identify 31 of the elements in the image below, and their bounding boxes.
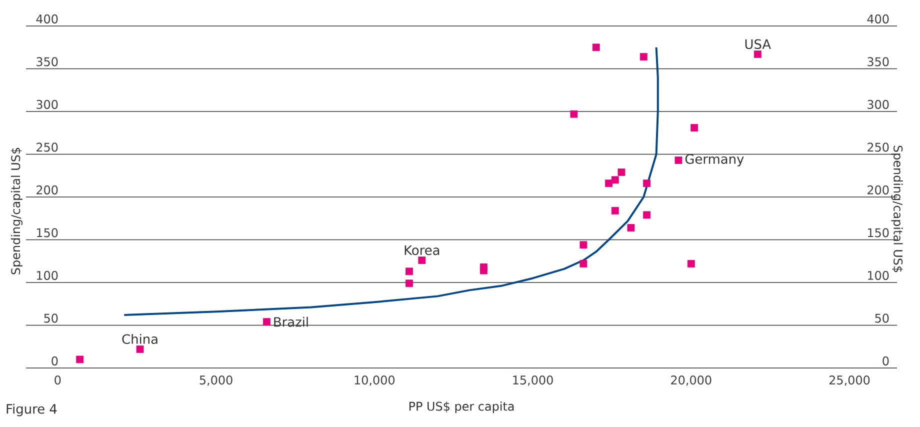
x-tick-label: 25,000 xyxy=(829,376,870,386)
x-tick-label: 5,000 xyxy=(200,376,232,386)
y2-tick-label: 0 xyxy=(882,356,889,366)
y2-tick-label: 350 xyxy=(868,57,889,66)
y2-tick-label: 200 xyxy=(868,185,889,194)
annotation: China xyxy=(122,334,158,344)
caption: Figure 4 xyxy=(6,404,57,416)
y-axis-title: Spending/capital US$ xyxy=(10,148,22,274)
annotation: USA xyxy=(745,39,771,50)
y2-tick-label: 250 xyxy=(868,142,889,152)
y-tick-label: 0 xyxy=(52,356,58,366)
y-tick-label: 400 xyxy=(36,14,58,24)
y-tick-label: 300 xyxy=(36,100,58,109)
x-axis-title: PP US$ per capita xyxy=(409,402,514,414)
y-tick-label: 50 xyxy=(44,314,58,323)
y-tick-label: 150 xyxy=(36,228,58,238)
y-tick-label: 200 xyxy=(36,185,58,194)
y2-tick-label: 100 xyxy=(868,270,889,280)
x-tick-label: 10,000 xyxy=(354,376,395,386)
y2-axis-title: Spending/capital US$ xyxy=(891,146,903,272)
x-tick-label: 20,000 xyxy=(671,376,712,386)
annotation: Korea xyxy=(404,245,440,256)
y2-tick-label: 150 xyxy=(868,228,889,238)
y-tick-label: 100 xyxy=(36,270,58,280)
annotation: Germany xyxy=(685,154,744,166)
y-tick-label: 350 xyxy=(36,57,58,66)
y-tick-label: 250 xyxy=(36,142,58,152)
y2-tick-label: 300 xyxy=(868,100,889,109)
y2-tick-label: 50 xyxy=(875,314,889,323)
x-tick-label: 15,000 xyxy=(513,376,553,386)
y2-tick-label: 400 xyxy=(867,14,889,24)
